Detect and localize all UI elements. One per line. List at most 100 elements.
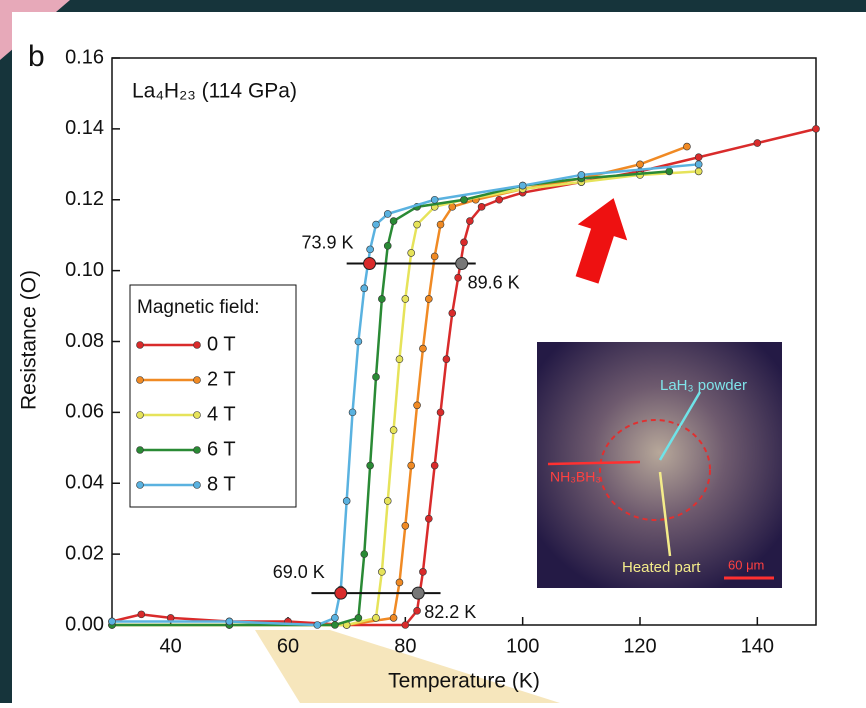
data-point bbox=[812, 125, 820, 133]
y-tick-label: 0.04 bbox=[65, 472, 104, 494]
inset-pointer bbox=[658, 471, 672, 557]
annotation-point bbox=[363, 257, 377, 271]
legend-marker bbox=[136, 481, 144, 489]
legend-marker bbox=[193, 341, 201, 349]
inset-circle bbox=[599, 419, 711, 521]
data-point bbox=[466, 217, 474, 225]
data-point bbox=[401, 621, 410, 629]
legend-marker bbox=[136, 446, 144, 454]
legend-label: 2 T bbox=[207, 368, 236, 390]
data-point bbox=[407, 461, 416, 470]
data-point bbox=[407, 249, 416, 257]
x-tick-label: 140 bbox=[741, 635, 774, 657]
data-point bbox=[424, 295, 433, 303]
data-point bbox=[419, 568, 427, 576]
data-point bbox=[108, 617, 116, 626]
legend-label: 0 T bbox=[207, 333, 236, 355]
data-point bbox=[372, 614, 380, 622]
legend: 0 T 2 T 4 T 6 T 8 T bbox=[136, 333, 236, 495]
arrow bbox=[575, 198, 628, 284]
data-point bbox=[354, 614, 363, 622]
data-point bbox=[389, 217, 398, 225]
data-point bbox=[753, 139, 762, 147]
y-tick-label: 0.08 bbox=[65, 330, 104, 352]
data-point bbox=[378, 568, 386, 576]
x-tick-label: 100 bbox=[506, 635, 539, 657]
data-point bbox=[665, 167, 674, 176]
chart-title: La₄H₂₃ (114 GPa) bbox=[132, 80, 297, 103]
legend-marker bbox=[193, 446, 201, 454]
data-point bbox=[372, 220, 380, 229]
data-point bbox=[694, 167, 703, 176]
legend-marker bbox=[193, 376, 201, 384]
legend-marker bbox=[136, 341, 144, 349]
legend-marker bbox=[136, 411, 144, 419]
data-point bbox=[460, 195, 468, 204]
annotation-label: 89.6 K bbox=[468, 272, 520, 292]
inset-pointer bbox=[547, 460, 641, 466]
y-tick-label: 0.00 bbox=[65, 613, 104, 635]
data-point bbox=[378, 295, 386, 303]
inset-label: NH₃BH₃ bbox=[550, 469, 601, 485]
y-tick-label: 0.14 bbox=[65, 117, 104, 139]
x-tick-label: 60 bbox=[277, 635, 299, 657]
data-point bbox=[313, 621, 322, 629]
data-point bbox=[413, 401, 421, 410]
legend-box bbox=[129, 284, 297, 508]
panel-label: b bbox=[28, 40, 45, 73]
legend-label: 6 T bbox=[207, 438, 236, 460]
data-point bbox=[395, 578, 404, 587]
y-axis-label: Resistance (O) bbox=[18, 270, 41, 410]
data-point bbox=[366, 461, 374, 470]
data-point bbox=[389, 614, 398, 622]
data-point bbox=[636, 160, 644, 169]
annotation-label: 69.0 K bbox=[273, 562, 325, 582]
x-tick-label: 80 bbox=[394, 635, 416, 657]
data-point bbox=[430, 461, 439, 470]
inset-label: 60 μm bbox=[728, 557, 764, 572]
inset-label: Heated part bbox=[622, 559, 701, 576]
data-point bbox=[225, 617, 234, 626]
data-point bbox=[360, 284, 369, 293]
data-point bbox=[401, 521, 410, 530]
data-point bbox=[419, 344, 427, 353]
plot: 40 60 80 100 120 140 0.00 0.02 0.04 0.06 0.08 0.10 0… bbox=[65, 46, 820, 657]
shade bbox=[255, 630, 560, 703]
data-point bbox=[360, 550, 369, 558]
data-point bbox=[413, 607, 421, 615]
y-tick-label: 0.02 bbox=[65, 542, 104, 564]
y-tick-label: 0.12 bbox=[65, 188, 104, 210]
data-point bbox=[448, 309, 457, 317]
data-point bbox=[694, 153, 703, 162]
data-point bbox=[436, 220, 445, 229]
data-point bbox=[694, 160, 703, 169]
legend-marker bbox=[193, 481, 201, 489]
data-point bbox=[495, 195, 504, 204]
data-point bbox=[383, 210, 392, 218]
inset-label: LaH₃ powder bbox=[660, 377, 747, 394]
data-point bbox=[683, 142, 691, 151]
legend-label: 8 T bbox=[207, 473, 236, 495]
annotation-point bbox=[411, 586, 425, 600]
data-point bbox=[424, 514, 433, 523]
data-point bbox=[401, 295, 410, 303]
annotation-point bbox=[455, 257, 469, 271]
data-point bbox=[366, 245, 374, 254]
data-point bbox=[331, 621, 339, 629]
data-point bbox=[383, 242, 392, 250]
data-point bbox=[383, 497, 392, 505]
x-axis-label: Temperature (K) bbox=[388, 670, 540, 693]
y-tick-label: 0.16 bbox=[65, 46, 104, 68]
data-point bbox=[454, 273, 462, 282]
data-point bbox=[389, 426, 398, 434]
data-point bbox=[137, 610, 146, 619]
data-point bbox=[430, 252, 439, 261]
data-point bbox=[460, 238, 468, 247]
y-tick-label: 0.10 bbox=[65, 259, 104, 281]
annotation-label: 73.9 K bbox=[301, 232, 353, 252]
data-point bbox=[477, 203, 486, 211]
data-point bbox=[348, 408, 357, 417]
data-point bbox=[442, 355, 451, 364]
legend-title: Magnetic field: bbox=[137, 297, 260, 318]
